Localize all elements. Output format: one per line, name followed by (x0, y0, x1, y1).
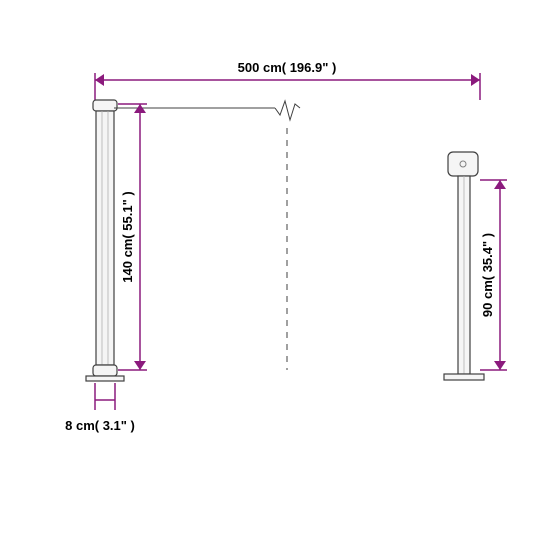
left-post (86, 100, 124, 381)
height-left-label: 140 cm( 55.1" ) (120, 191, 135, 282)
depth-label: 8 cm( 3.1" ) (65, 418, 135, 433)
height-left-dimension: 140 cm( 55.1" ) (118, 104, 147, 370)
width-label: 500 cm( 196.9" ) (238, 60, 337, 75)
height-right-dimension: 90 cm( 35.4" ) (480, 180, 507, 370)
right-post (444, 152, 484, 380)
awning-top-edge (114, 101, 458, 156)
width-dimension: 500 cm( 196.9" ) (95, 60, 480, 100)
dimension-diagram: 500 cm( 196.9" ) 140 cm( 55.1" ) (0, 0, 540, 540)
depth-dimension: 8 cm( 3.1" ) (65, 383, 135, 433)
height-right-label: 90 cm( 35.4" ) (480, 233, 495, 317)
